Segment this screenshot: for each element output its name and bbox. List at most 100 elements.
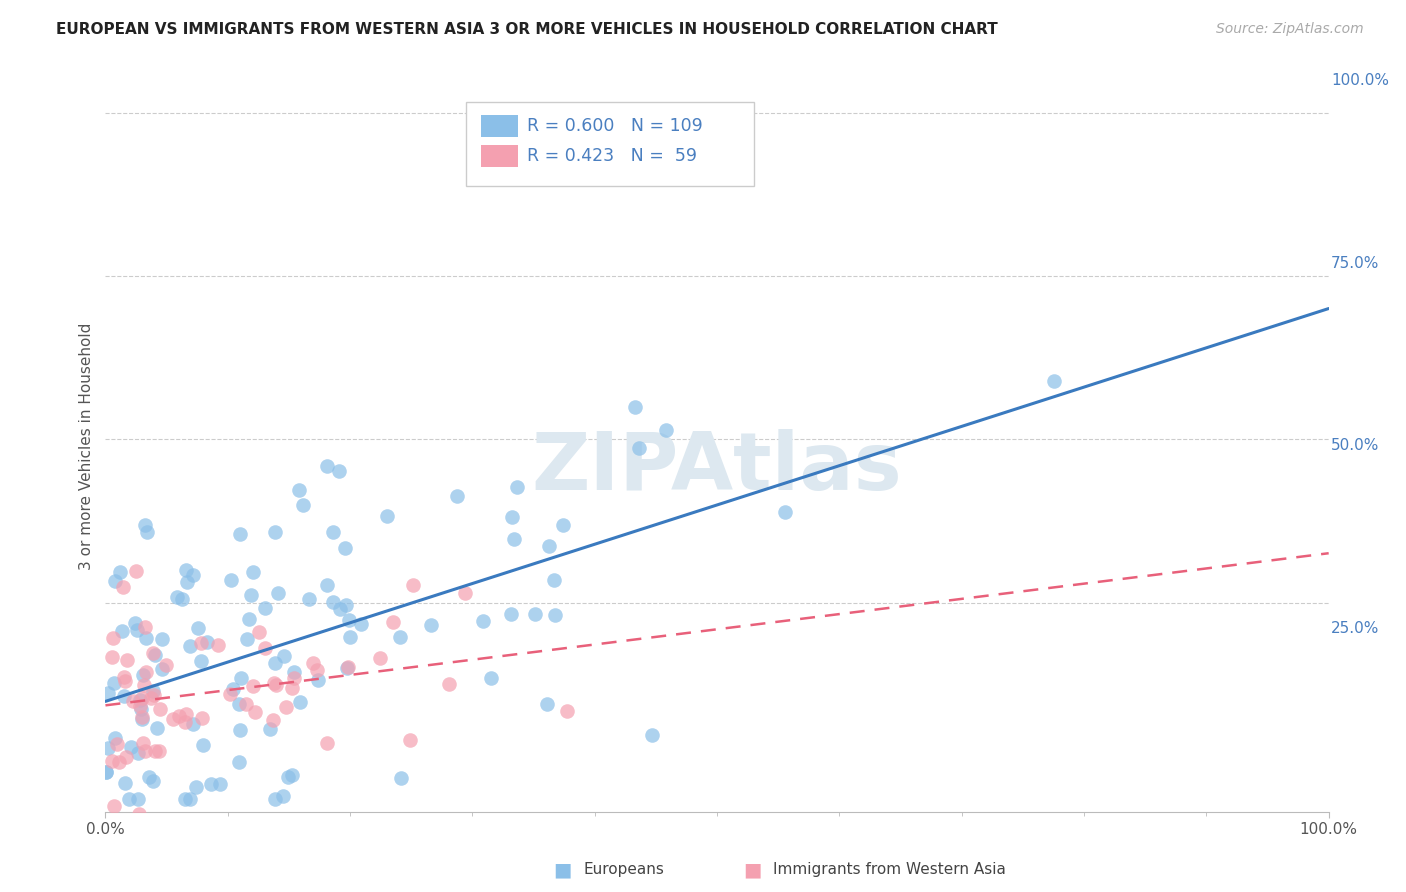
Point bbox=[135, 631, 157, 645]
Point bbox=[283, 671, 305, 685]
Point bbox=[247, 625, 270, 640]
Point bbox=[264, 524, 287, 539]
Point bbox=[101, 632, 124, 646]
Point bbox=[277, 770, 299, 784]
Point bbox=[336, 661, 359, 675]
Point bbox=[111, 624, 134, 638]
Point bbox=[381, 615, 404, 629]
Point bbox=[235, 697, 257, 711]
Point bbox=[322, 594, 344, 608]
Point bbox=[298, 592, 321, 607]
Point bbox=[179, 791, 201, 805]
Point bbox=[150, 632, 173, 646]
Point bbox=[627, 442, 650, 456]
Text: ZIPAtlas: ZIPAtlas bbox=[531, 429, 903, 507]
Text: 50.0%: 50.0% bbox=[1331, 439, 1379, 453]
Point bbox=[172, 592, 194, 607]
Text: EUROPEAN VS IMMIGRANTS FROM WESTERN ASIA 3 OR MORE VEHICLES IN HOUSEHOLD CORRELA: EUROPEAN VS IMMIGRANTS FROM WESTERN ASIA… bbox=[56, 22, 998, 37]
Point bbox=[134, 678, 156, 692]
Point bbox=[174, 791, 197, 805]
Point bbox=[138, 770, 160, 784]
Point bbox=[281, 681, 304, 695]
Point bbox=[242, 565, 264, 579]
Point bbox=[454, 586, 477, 600]
Point bbox=[242, 679, 264, 693]
Point bbox=[254, 640, 277, 655]
Point bbox=[283, 665, 305, 680]
Point bbox=[100, 755, 122, 769]
Point bbox=[505, 480, 527, 494]
Point bbox=[103, 731, 125, 746]
Point bbox=[543, 573, 565, 587]
Point bbox=[264, 791, 287, 805]
Text: 25.0%: 25.0% bbox=[1331, 622, 1379, 636]
Point bbox=[219, 687, 242, 701]
Point bbox=[333, 541, 356, 556]
Point bbox=[142, 773, 165, 788]
Point bbox=[145, 648, 167, 662]
Point bbox=[141, 646, 163, 660]
Point bbox=[174, 706, 197, 721]
Point bbox=[307, 664, 329, 678]
Point bbox=[190, 654, 212, 668]
Point bbox=[221, 573, 243, 587]
Point bbox=[544, 607, 567, 622]
Point bbox=[155, 657, 177, 672]
Point bbox=[773, 505, 796, 519]
Point bbox=[262, 713, 284, 727]
Point bbox=[129, 698, 152, 713]
Text: 100.0%: 100.0% bbox=[1331, 73, 1389, 87]
FancyBboxPatch shape bbox=[481, 115, 517, 137]
Point bbox=[114, 775, 136, 789]
Point bbox=[479, 671, 502, 685]
Point bbox=[105, 737, 128, 751]
Point bbox=[243, 705, 266, 719]
Point bbox=[501, 607, 523, 621]
Point bbox=[322, 524, 344, 539]
Point bbox=[183, 717, 205, 731]
Point bbox=[446, 489, 468, 503]
Point bbox=[264, 656, 287, 670]
Point bbox=[641, 728, 664, 742]
Point bbox=[472, 614, 495, 628]
Point bbox=[208, 777, 231, 791]
Point bbox=[553, 518, 575, 533]
Point bbox=[122, 694, 145, 708]
Point bbox=[186, 780, 208, 794]
Point bbox=[103, 676, 125, 690]
Point bbox=[503, 532, 526, 546]
Point bbox=[190, 636, 212, 650]
Point bbox=[328, 464, 350, 478]
Point bbox=[141, 690, 163, 705]
Point bbox=[173, 714, 195, 729]
Point bbox=[229, 672, 252, 686]
Point bbox=[142, 688, 165, 702]
Point bbox=[118, 791, 141, 805]
Point bbox=[239, 588, 262, 602]
Point bbox=[264, 678, 287, 692]
Point bbox=[167, 708, 190, 723]
Point bbox=[229, 723, 252, 737]
Point bbox=[129, 702, 152, 716]
Point bbox=[135, 524, 157, 539]
Point bbox=[181, 568, 204, 582]
Point bbox=[108, 565, 131, 579]
Point bbox=[134, 744, 156, 758]
Text: ■: ■ bbox=[742, 860, 762, 880]
Point bbox=[150, 662, 173, 676]
Point bbox=[389, 630, 412, 644]
Point bbox=[127, 791, 149, 805]
Point bbox=[402, 578, 425, 592]
Point bbox=[127, 623, 149, 637]
Point bbox=[166, 590, 188, 604]
Text: Source: ZipAtlas.com: Source: ZipAtlas.com bbox=[1216, 22, 1364, 37]
Point bbox=[316, 458, 339, 473]
Point bbox=[274, 700, 297, 714]
Point bbox=[179, 640, 201, 654]
Point bbox=[120, 740, 142, 755]
Point bbox=[267, 586, 290, 600]
Point bbox=[132, 667, 155, 681]
Point bbox=[228, 756, 250, 770]
Point bbox=[96, 764, 118, 779]
Point bbox=[115, 653, 138, 667]
